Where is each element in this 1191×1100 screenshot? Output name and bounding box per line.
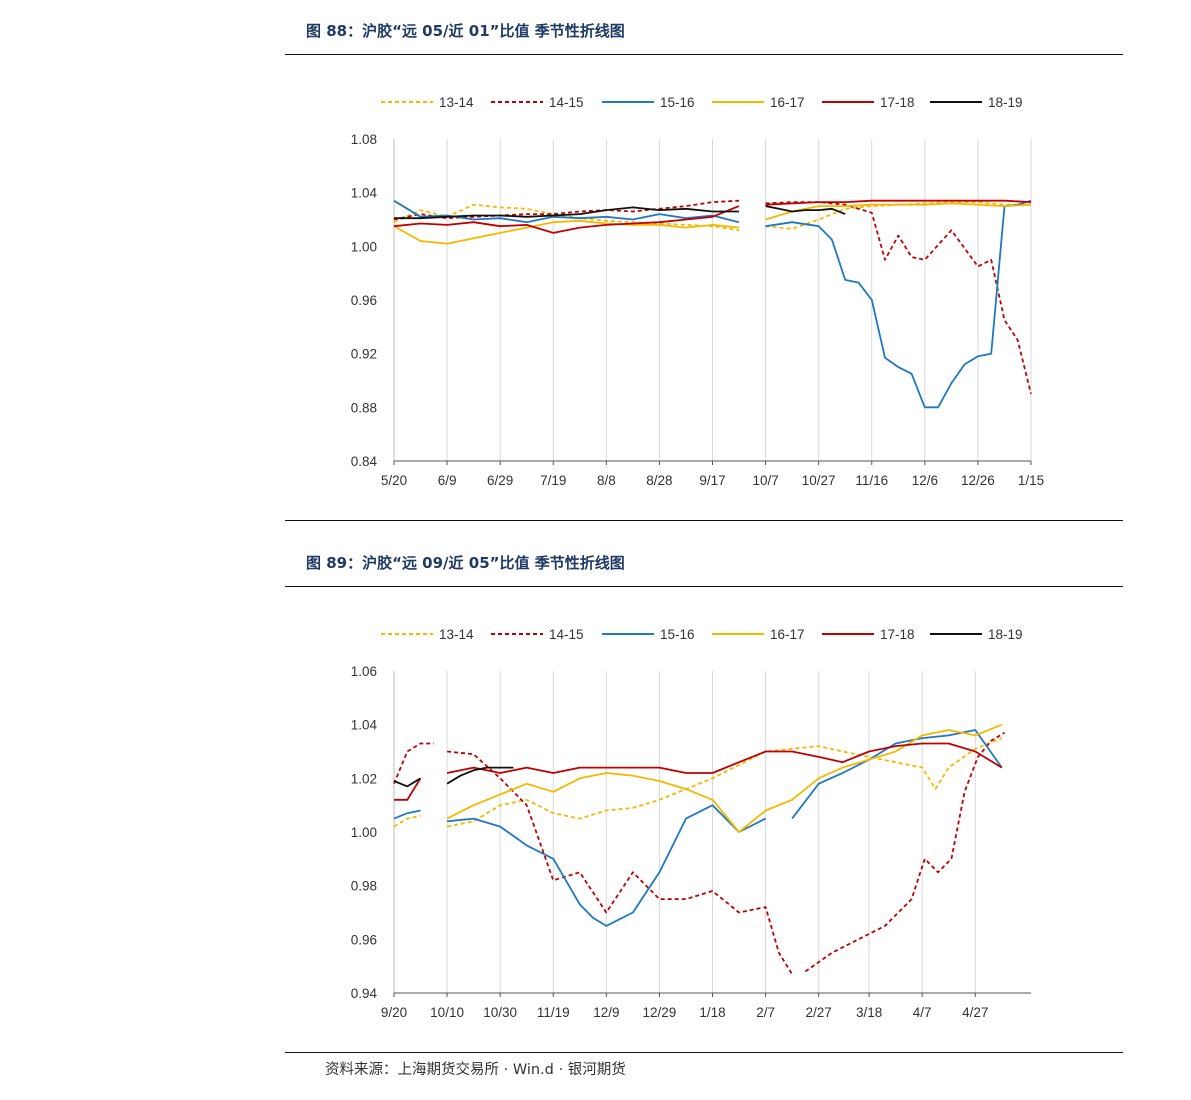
legend-label-17-18: 17-18 bbox=[880, 95, 915, 110]
x-tick-label: 10/7 bbox=[752, 473, 778, 488]
chart-89: 13-14 14-15 15-16 16-17 17-18 18-19 1.06 1.04 1.… bbox=[351, 627, 1031, 1020]
x-tick-label: 12/6 bbox=[912, 473, 938, 488]
legend-item-14-15: 14-15 bbox=[491, 627, 584, 642]
x-tick-label: 12/9 bbox=[593, 1005, 619, 1020]
chart-88: 13-14 14-15 15-16 16-17 17-18 18-19 1.08 1.04 1.… bbox=[351, 95, 1044, 488]
x-tick-label: 10/27 bbox=[802, 473, 836, 488]
series-line-14-15 bbox=[765, 201, 1032, 395]
legend-label-17-18: 17-18 bbox=[880, 627, 915, 642]
y-tick-label: 0.94 bbox=[351, 986, 378, 1001]
series-line-17-18 bbox=[765, 199, 1032, 206]
legend-item-15-16: 15-16 bbox=[602, 627, 695, 642]
x-tick-label: 11/19 bbox=[537, 1005, 570, 1020]
legend-label-18-19: 18-19 bbox=[988, 627, 1023, 642]
y-tick-label: 1.04 bbox=[351, 186, 378, 201]
legend-item-13-14: 13-14 bbox=[381, 627, 474, 642]
x-tick-label: 3/18 bbox=[856, 1005, 882, 1020]
series-line-14-15 bbox=[447, 750, 793, 975]
y-tick-label: 1.04 bbox=[351, 718, 378, 733]
series-line-18-19 bbox=[765, 205, 846, 215]
figure-88-title: 图 88：沪胶“远 05/近 01”比值 季节性折线图 bbox=[306, 22, 625, 40]
x-tick-label: 8/28 bbox=[646, 473, 672, 488]
x-tick-label: 6/9 bbox=[438, 473, 457, 488]
bottom-rule bbox=[285, 1052, 1123, 1053]
legend-label-15-16: 15-16 bbox=[660, 627, 695, 642]
legend-item-14-15: 14-15 bbox=[491, 95, 584, 110]
series-line-18-19 bbox=[446, 766, 514, 785]
legend-label-14-15: 14-15 bbox=[549, 95, 584, 110]
series-line-13-14 bbox=[446, 737, 1003, 828]
legend-label-16-17: 16-17 bbox=[770, 95, 805, 110]
series-line-16-17 bbox=[446, 723, 1003, 833]
legend-label-16-17: 16-17 bbox=[770, 627, 805, 642]
y-tick-label: 1.08 bbox=[351, 132, 377, 147]
x-tick-label: 9/20 bbox=[381, 1005, 407, 1020]
legend-item-17-18: 17-18 bbox=[822, 627, 915, 642]
y-tick-label: 0.88 bbox=[351, 400, 377, 415]
source-note: 资料来源：上海期货交易所 · Win.d · 银河期货 bbox=[325, 1062, 626, 1078]
series-line-18-19 bbox=[394, 206, 739, 220]
x-tick-label: 5/20 bbox=[381, 473, 407, 488]
x-tick-label: 4/27 bbox=[962, 1005, 988, 1020]
series-line-16-17 bbox=[393, 219, 740, 245]
x-tick-label: 7/19 bbox=[540, 473, 566, 488]
series-line-17-18 bbox=[394, 777, 422, 801]
x-tick-label: 4/7 bbox=[913, 1005, 932, 1020]
x-tick-label: 2/7 bbox=[756, 1005, 775, 1020]
y-tick-label: 1.00 bbox=[351, 239, 377, 254]
series-line-13-14 bbox=[393, 203, 740, 232]
y-tick-label: 0.84 bbox=[351, 454, 378, 469]
legend-item-17-18: 17-18 bbox=[822, 95, 915, 110]
y-tick-label: 1.06 bbox=[351, 664, 377, 679]
legend-label-15-16: 15-16 bbox=[660, 95, 695, 110]
y-tick-label: 0.96 bbox=[351, 293, 377, 308]
legend-item-15-16: 15-16 bbox=[602, 95, 695, 110]
x-tick-label: 10/30 bbox=[483, 1005, 517, 1020]
series-line-18-19 bbox=[393, 777, 421, 788]
legend-item-16-17: 16-17 bbox=[712, 627, 805, 642]
legend-item-16-17: 16-17 bbox=[712, 95, 805, 110]
series-line-15-16 bbox=[791, 729, 1003, 820]
series-line-15-16 bbox=[447, 804, 767, 927]
series-line-15-16 bbox=[765, 199, 1032, 409]
legend-label-14-15: 14-15 bbox=[549, 627, 584, 642]
top-rule bbox=[285, 54, 1123, 55]
legend-label-13-14: 13-14 bbox=[439, 95, 474, 110]
x-tick-label: 1/18 bbox=[699, 1005, 725, 1020]
y-tick-label: 0.98 bbox=[351, 879, 377, 894]
middle-rule bbox=[285, 520, 1123, 521]
x-tick-label: 2/27 bbox=[806, 1005, 832, 1020]
legend-label-13-14: 13-14 bbox=[439, 627, 474, 642]
x-tick-label: 12/29 bbox=[643, 1005, 677, 1020]
series-line-14-15 bbox=[393, 199, 740, 221]
y-tick-label: 1.02 bbox=[351, 771, 377, 786]
x-tick-label: 1/15 bbox=[1018, 473, 1044, 488]
legend-item-18-19: 18-19 bbox=[930, 627, 1023, 642]
series-line-17-18 bbox=[446, 742, 1003, 774]
x-tick-label: 10/10 bbox=[430, 1005, 464, 1020]
title-89-rule bbox=[285, 586, 1123, 587]
legend-label-18-19: 18-19 bbox=[988, 95, 1023, 110]
series-line-13-14 bbox=[393, 815, 421, 828]
y-tick-label: 1.00 bbox=[351, 825, 377, 840]
series-line-17-18 bbox=[393, 205, 740, 234]
series-line-16-17 bbox=[765, 202, 1032, 221]
x-tick-label: 12/26 bbox=[961, 473, 995, 488]
y-tick-label: 0.92 bbox=[351, 347, 377, 362]
x-tick-label: 9/17 bbox=[699, 473, 725, 488]
legend-item-18-19: 18-19 bbox=[930, 95, 1023, 110]
x-tick-label: 11/16 bbox=[855, 473, 888, 488]
x-tick-label: 8/8 bbox=[597, 473, 616, 488]
figure-89-title: 图 89：沪胶“远 09/近 05”比值 季节性折线图 bbox=[306, 554, 625, 572]
series-line-15-16 bbox=[393, 809, 421, 820]
x-tick-label: 6/29 bbox=[487, 473, 513, 488]
series-line-14-15 bbox=[393, 742, 434, 785]
legend-item-13-14: 13-14 bbox=[381, 95, 474, 110]
y-tick-label: 0.96 bbox=[351, 932, 377, 947]
series-line-14-15 bbox=[804, 731, 1005, 973]
